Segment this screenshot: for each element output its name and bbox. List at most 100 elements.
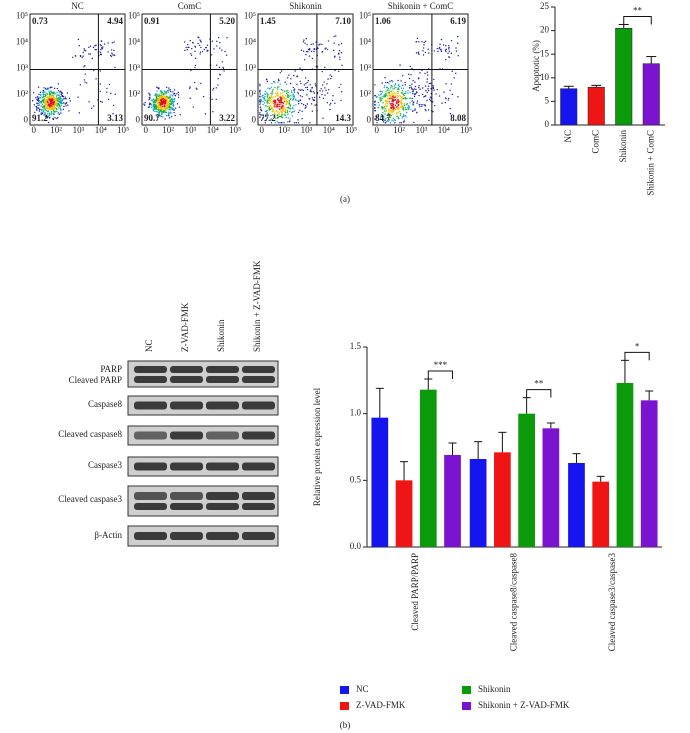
event-dot [161, 96, 164, 98]
event-dot [56, 94, 59, 96]
event-dot [427, 52, 430, 54]
event-dot [187, 46, 189, 49]
event-dot [399, 95, 402, 97]
event-dot [432, 85, 434, 87]
event-dot [211, 98, 213, 101]
event-dot [216, 45, 218, 47]
event-dot [391, 79, 393, 82]
event-dot [427, 74, 429, 76]
event-dot [273, 106, 276, 108]
event-dot [37, 96, 39, 98]
event-dot [162, 98, 165, 100]
event-dot [157, 99, 159, 102]
event-dot [421, 87, 424, 89]
event-dot [293, 90, 295, 92]
event-dot [325, 89, 327, 92]
event-dot [106, 87, 108, 90]
event-dot [262, 96, 264, 99]
event-dot [397, 88, 399, 90]
event-dot [284, 94, 287, 97]
event-dot [299, 89, 302, 92]
event-dot [88, 101, 90, 103]
event-dot [388, 109, 390, 112]
x-tick-label: 0 [260, 125, 265, 135]
event-dot [38, 102, 41, 104]
y-tick-label: 10⁴ [244, 36, 256, 46]
event-dot [60, 112, 62, 114]
quadrant-value: 84.7 [375, 113, 391, 123]
event-dot [448, 48, 450, 50]
event-dot [340, 99, 342, 102]
event-dot [387, 103, 389, 105]
event-dot [168, 112, 171, 114]
event-dot [311, 57, 314, 60]
event-dot [381, 97, 383, 100]
event-dot [311, 110, 314, 112]
event-dot [81, 56, 83, 59]
event-dot [48, 98, 50, 100]
event-dot [38, 108, 41, 111]
bar [518, 413, 535, 547]
event-dot [83, 49, 86, 52]
event-dot [192, 42, 194, 44]
bar [469, 459, 487, 547]
event-dot [380, 99, 383, 101]
event-dot [286, 110, 289, 112]
event-dot [169, 94, 171, 96]
event-dot [79, 84, 82, 86]
event-dot [424, 108, 426, 111]
quadrant-value: 91.2 [32, 113, 48, 123]
event-dot [387, 87, 389, 90]
event-dot [266, 80, 269, 83]
event-dot [282, 91, 284, 94]
significance-label: ** [534, 379, 544, 389]
event-dot [272, 101, 274, 103]
y-tick-label: 10³ [128, 62, 140, 72]
event-dot [189, 97, 191, 99]
event-dot [306, 86, 309, 89]
event-dot [295, 122, 298, 124]
event-dot [259, 113, 261, 116]
event-dot [173, 89, 176, 91]
event-dot [144, 101, 146, 104]
event-dot [158, 96, 161, 99]
event-dot [169, 106, 171, 108]
event-dot [378, 94, 380, 96]
event-dot [259, 112, 261, 114]
event-dot [157, 87, 159, 89]
event-dot [78, 112, 81, 114]
event-dot [46, 99, 49, 101]
event-dot [290, 78, 292, 80]
event-dot [401, 89, 404, 92]
event-dot [283, 114, 285, 116]
event-dot [404, 81, 406, 84]
event-dot [411, 67, 413, 70]
event-dot [36, 99, 39, 102]
event-dot [393, 118, 396, 121]
event-dot [445, 97, 447, 99]
event-dot [400, 106, 403, 109]
event-dot [52, 106, 55, 108]
row-label: Caspase3 [88, 460, 122, 470]
event-dot [325, 47, 327, 49]
blot-band [134, 401, 167, 410]
event-dot [286, 100, 288, 103]
event-dot [410, 74, 412, 76]
event-dot [177, 94, 180, 96]
event-dot [401, 105, 404, 107]
event-dot [54, 117, 56, 119]
event-dot [43, 100, 45, 103]
event-dot [398, 107, 400, 110]
event-dot [178, 106, 181, 108]
event-dot [312, 99, 314, 101]
event-dot [449, 89, 451, 92]
event-dot [266, 112, 269, 114]
blot-band [134, 503, 167, 510]
event-dot [160, 98, 163, 101]
blot-band [170, 492, 203, 500]
event-dot [297, 91, 299, 94]
event-dot [59, 106, 61, 108]
event-dot [99, 70, 101, 72]
event-dot [163, 110, 165, 112]
